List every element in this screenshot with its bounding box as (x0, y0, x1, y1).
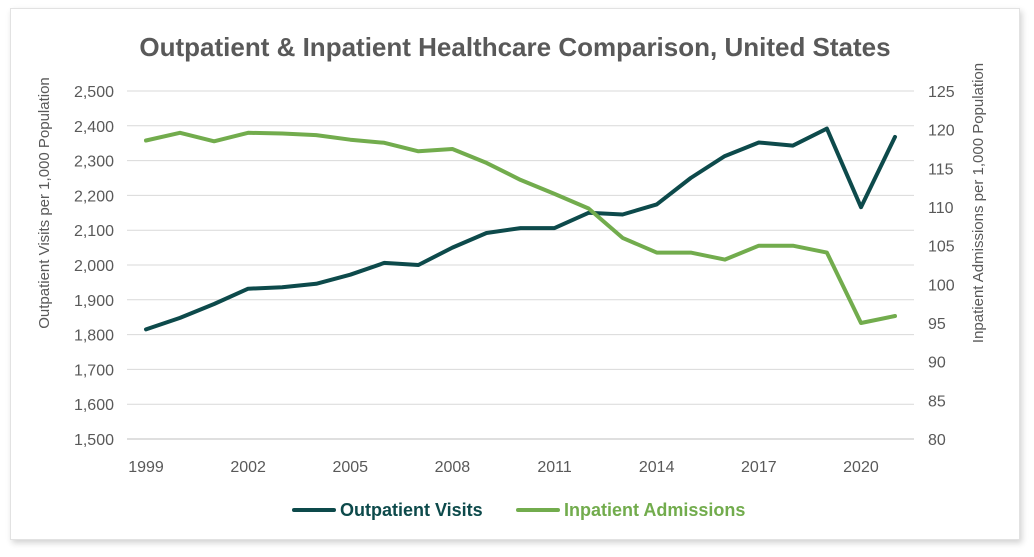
left-tick-label: 1,700 (74, 362, 114, 379)
legend-label: Outpatient Visits (340, 500, 483, 520)
right-tick-label: 115 (928, 161, 954, 178)
right-tick-label: 95 (928, 316, 946, 333)
left-tick-label: 2,100 (74, 223, 114, 240)
left-tick-label: 2,200 (74, 188, 114, 205)
left-tick-label: 1,800 (74, 328, 114, 345)
legend: Outpatient Visits Inpatient Admissions (292, 500, 745, 520)
series-lines (144, 126, 897, 332)
outpatient-series-line (144, 126, 897, 332)
x-tick-label: 2014 (639, 459, 675, 476)
right-tick-label: 90 (928, 355, 946, 372)
right-axis-title: Inpatient Admissions per 1,000 Populatio… (970, 63, 987, 343)
x-axis-ticks: 1999 2002 2005 2008 2011 2014 2017 2020 (128, 459, 879, 476)
right-tick-label: 100 (928, 277, 955, 294)
x-tick-label: 2011 (537, 459, 572, 476)
right-tick-label: 120 (928, 123, 955, 140)
inpatient-series-line (144, 130, 897, 325)
right-tick-label: 80 (928, 432, 946, 449)
left-tick-label: 1,500 (74, 432, 114, 449)
chart-card (10, 8, 1020, 540)
legend-label: Inpatient Admissions (564, 500, 745, 520)
x-tick-label: 2008 (435, 459, 471, 476)
x-tick-label: 2005 (332, 459, 368, 476)
x-tick-label: 2002 (230, 459, 266, 476)
chart-title: Outpatient & Inpatient Healthcare Compar… (139, 32, 890, 62)
left-tick-label: 2,300 (74, 154, 114, 171)
left-y-axis-ticks: 1,500 1,600 1,700 1,800 1,900 2,000 2,100 2,200… (74, 84, 114, 449)
right-tick-label: 105 (928, 239, 955, 256)
left-tick-label: 1,600 (74, 397, 114, 414)
left-tick-label: 2,000 (74, 258, 114, 275)
right-tick-label: 125 (928, 84, 955, 101)
gridlines (127, 90, 914, 440)
right-tick-label: 85 (928, 393, 946, 410)
left-tick-label: 2,500 (74, 84, 114, 101)
right-y-axis-ticks: 80 85 90 95 100 105 110 115 120 125 (928, 84, 955, 449)
left-tick-label: 1,900 (74, 293, 114, 310)
x-tick-label: 2017 (741, 459, 777, 476)
x-tick-label: 1999 (128, 459, 164, 476)
left-tick-label: 2,400 (74, 119, 114, 136)
right-tick-label: 110 (928, 200, 954, 217)
x-tick-label: 2020 (843, 459, 879, 476)
left-axis-title: Outpatient Visits per 1,000 Population (36, 77, 53, 329)
